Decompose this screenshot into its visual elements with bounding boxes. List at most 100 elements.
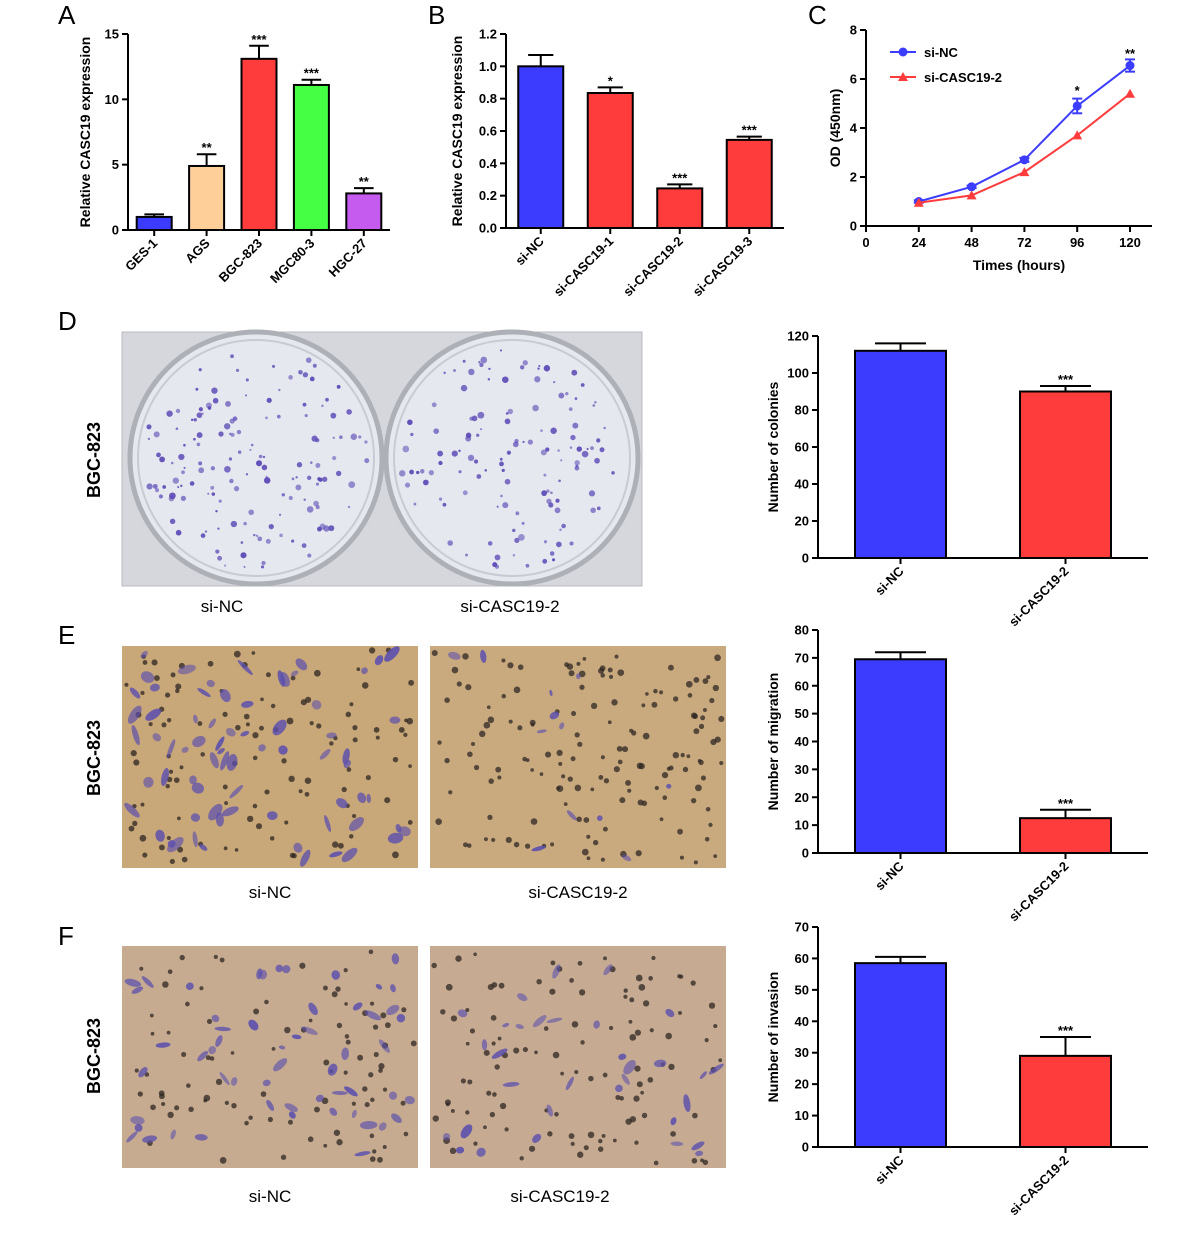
y-axis-title-c: OD (450nm) [827,89,843,168]
x-tick-label-a: AGS [182,235,213,266]
y-tick-label-b: 0.8 [479,91,497,106]
x-tick-label-f: si-NC [872,1152,907,1187]
series-line-0 [918,64,1131,203]
chart-d: 0 20 40 60 80 100 120 Number of colonies si-NC si… [765,329,1148,630]
significance-label-d: *** [1058,372,1074,387]
colony-plate-photo [121,329,643,587]
y-tick-label-c: 6 [850,72,857,87]
invasion-photo-si-casc19-2 [430,946,726,1168]
significance-label-a: ** [359,174,370,189]
y-tick-label-a: 10 [105,92,119,107]
bar-e [854,658,947,854]
bar-a [188,164,226,231]
data-point-1 [1019,167,1030,177]
bar-b [517,65,565,230]
y-tick-label-d: 120 [787,329,809,344]
x-tick-label-c: 72 [1017,235,1031,250]
migration-photo-si-nc [122,646,418,868]
y-tick-label-f: 20 [795,1077,809,1092]
x-tick-label-e: si-CASC19-2 [1006,859,1072,925]
data-point-1 [966,190,977,200]
y-tick-label-f: 50 [795,982,809,997]
chart-b: 0.0 0.2 0.4 0.6 0.8 1.0 1.2 Relative CASC19 exp… [449,27,784,300]
data-point-1 [1072,130,1083,140]
legend-marker-1 [898,72,908,81]
photo-label-d-right: si-CASC19-2 [460,597,559,616]
x-tick-label-b: si-CASC19-2 [620,234,686,300]
bar-b [586,92,634,229]
y-tick-label-a: 0 [112,223,119,238]
bar-e [1019,817,1112,854]
significance-label-a: *** [304,66,320,81]
bar-a [345,192,383,231]
y-tick-label-b: 1.0 [479,59,497,74]
x-tick-label-a: HGC-27 [326,236,370,280]
photo-label-d-left: si-NC [201,597,244,616]
y-tick-label-b: 0.0 [479,221,497,236]
y-tick-label-d: 100 [787,366,809,381]
y-axis-title-e: Number of migration [765,673,781,811]
significance-label-e: *** [1058,796,1074,811]
y-tick-label-b: 0.4 [479,156,498,171]
x-tick-label-d: si-CASC19-2 [1006,564,1072,630]
significance-label-b: *** [742,123,758,138]
x-axis-title-c: Times (hours) [973,257,1065,273]
y-tick-label-c: 8 [850,23,857,38]
y-tick-label-d: 0 [802,551,809,566]
data-point-0 [1125,61,1135,71]
x-tick-label-b: si-CASC19-3 [690,234,756,300]
y-axis-title-a: Relative CASC19 expression [77,37,93,228]
y-tick-label-e: 40 [795,734,809,749]
panel-letter-d: D [58,306,77,336]
chart-f: 0 10 20 30 40 50 60 70 Number of invasion si-NC si… [765,920,1148,1218]
bar-f [854,962,947,1149]
bar-b [656,187,704,229]
significance-label-a: *** [251,32,267,47]
y-axis-title-b: Relative CASC19 expression [449,36,465,227]
photo-label-f-left: si-NC [249,1187,292,1206]
bar-d [854,349,947,559]
y-tick-label-b: 0.2 [479,188,497,203]
y-tick-label-d: 60 [795,440,809,455]
dish-si-nc [127,329,385,587]
photo-label-e-left: si-NC [249,883,292,902]
bar-f [1019,1054,1112,1149]
data-point-1 [1125,88,1135,98]
bar-a [135,215,173,232]
panel-letter-e: E [58,620,75,650]
y-tick-label-f: 30 [795,1045,809,1060]
legend-label-1: si-CASC19-2 [924,70,1002,85]
x-tick-label-c: 96 [1070,235,1084,250]
bar-b [725,138,773,229]
y-tick-label-f: 40 [795,1014,809,1029]
y-tick-label-f: 0 [802,1140,809,1155]
side-label-e: BGC-823 [84,720,104,796]
y-tick-label-e: 20 [795,790,809,805]
panel-letter-c: C [808,0,827,30]
x-tick-label-c: 24 [912,235,927,250]
invasion-photo-si-nc [122,946,418,1168]
y-tick-label-f: 70 [795,920,809,935]
y-tick-label-f: 10 [795,1108,809,1123]
significance-label-a: ** [202,140,213,155]
side-label-d: BGC-823 [84,422,104,498]
x-tick-label-b: si-CASC19-1 [551,234,617,300]
significance-label-b: *** [672,170,688,185]
photo-label-f-right: si-CASC19-2 [510,1187,609,1206]
panel-letter-b: B [428,0,445,30]
significance-label-c: ** [1125,46,1136,61]
y-tick-label-f: 60 [795,951,809,966]
y-tick-label-e: 60 [795,678,809,693]
chart-a: 0 5 10 15 Relative CASC19 expression GES-1 AGS… [77,27,390,286]
panel-letter-f: F [58,921,74,951]
data-point-0 [967,182,977,192]
x-tick-label-a: GES-1 [122,236,160,274]
legend-label-0: si-NC [924,45,959,60]
data-point-1 [913,197,924,207]
x-tick-label-e: si-NC [872,858,907,893]
significance-label-b: * [608,73,614,88]
bar-a [292,83,330,231]
photo-label-e-right: si-CASC19-2 [528,883,627,902]
